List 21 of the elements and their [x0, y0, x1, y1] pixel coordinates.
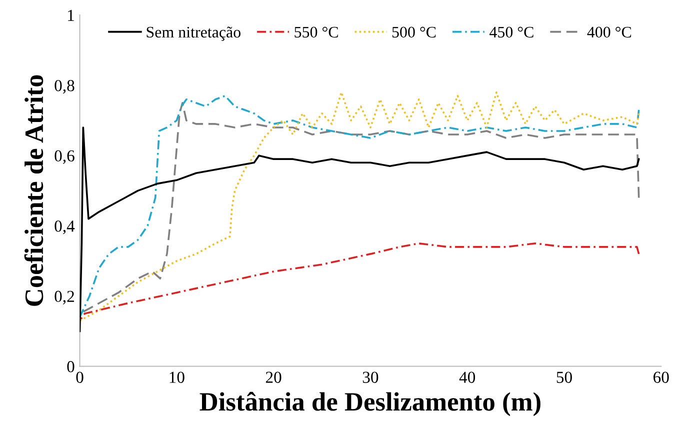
x-tick-label: 60	[654, 372, 669, 383]
x-tick-label: 40	[459, 372, 476, 383]
y-tick-label: 0,2	[54, 290, 74, 304]
legend-label: Sem nitretação	[146, 26, 240, 41]
y-tick-label: 0,6	[54, 150, 74, 164]
legend-label: 400 °C	[587, 26, 632, 38]
y-tick-label: 0	[67, 361, 74, 372]
x-tick-label: 50	[556, 372, 572, 383]
y-tick-label: 1	[68, 10, 74, 21]
x-tick-label: 30	[362, 372, 378, 383]
legend-label: 500 °C	[392, 26, 436, 38]
x-axis-title: Distância de Deslizamento (m)	[200, 392, 540, 416]
x-tick-label: 10	[170, 372, 184, 383]
line-series	[80, 126, 640, 332]
x-tick-label: 0	[76, 372, 84, 383]
y-tick-label: 0,4	[54, 220, 75, 234]
y-axis-title: Coeficiente de Atrito	[24, 75, 44, 306]
y-tick-label: 0,8	[54, 80, 74, 94]
x-tick-label: 20	[266, 372, 282, 383]
legend-label: 450 °C	[490, 26, 534, 38]
legend-label: 550 °C	[294, 26, 338, 38]
